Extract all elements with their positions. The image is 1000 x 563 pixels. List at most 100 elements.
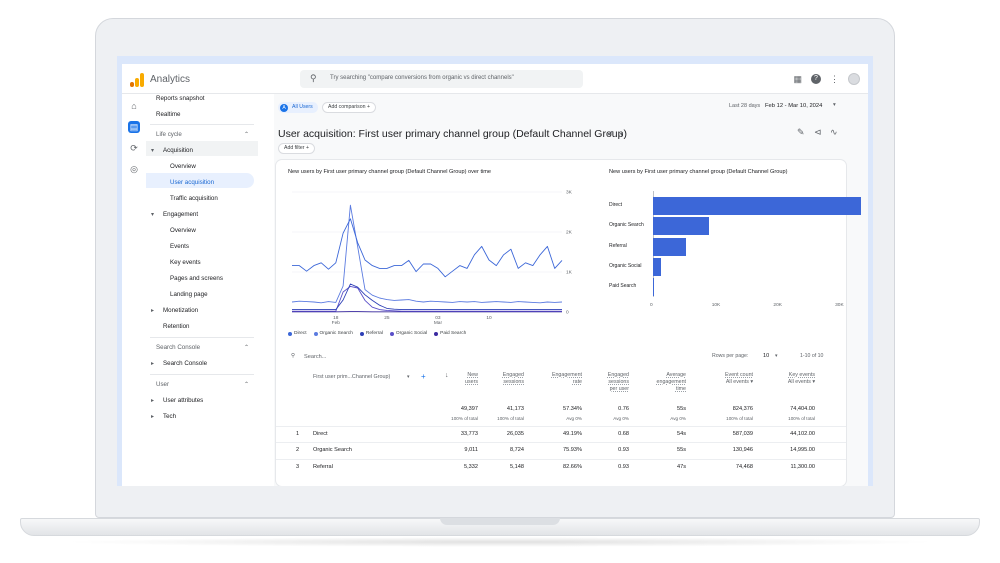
add-dimension-icon[interactable]: +	[421, 372, 426, 381]
edit-report-icon[interactable]: ✎	[797, 127, 805, 137]
rows-per-page-select[interactable]: 10	[763, 353, 770, 359]
column-header[interactable]: Average engagement time	[657, 372, 686, 393]
collapse-icon[interactable]: ⌃	[244, 382, 250, 388]
legend-swatch	[288, 331, 292, 336]
nav-search-console[interactable]: Search Console	[163, 360, 208, 367]
nav-landing-page[interactable]: Landing page	[170, 291, 208, 298]
select-dropdown-icon[interactable]: ▾	[775, 353, 778, 359]
column-header[interactable]: Engagement rate	[552, 372, 582, 386]
apps-grid-icon[interactable]: ▦	[793, 74, 802, 84]
table-row[interactable]	[276, 458, 846, 475]
series-line-referral[interactable]	[292, 283, 562, 311]
share-icon[interactable]: ⊲	[814, 127, 822, 137]
reports-icon[interactable]: ▤	[128, 121, 140, 133]
title-dropdown-icon[interactable]: ▾	[620, 132, 624, 138]
table-row[interactable]	[276, 442, 846, 458]
x-tick-label: 18	[333, 315, 339, 321]
segment-chip[interactable]: A All Users	[278, 102, 318, 113]
column-header[interactable]: Event count All events ▾	[725, 372, 753, 386]
sort-arrow-icon[interactable]: ↓	[445, 372, 449, 379]
help-icon[interactable]: ?	[811, 74, 821, 84]
search-placeholder: Try searching "compare conversions from …	[330, 75, 514, 81]
table-cell: 9,011	[464, 447, 478, 454]
nav-realtime[interactable]: Realtime	[156, 111, 181, 118]
table-cell: 82.66%	[563, 463, 582, 470]
date-range-label: Last 28 days	[729, 103, 761, 109]
legend-item[interactable]: Organic Search	[313, 331, 353, 336]
legend-item[interactable]: Organic Social	[389, 331, 428, 336]
nav-acquisition[interactable]: Acquisition	[163, 147, 193, 154]
nav-retention[interactable]: Retention	[163, 323, 190, 330]
nav-reports-snapshot[interactable]: Reports snapshot	[156, 95, 205, 102]
bar-category-label: Direct	[609, 202, 623, 208]
nav-section-user[interactable]: User	[156, 381, 170, 388]
advertising-icon[interactable]: ◎	[130, 164, 138, 174]
table-search-input[interactable]: Search...	[304, 354, 327, 360]
nav-user-attributes[interactable]: User attributes	[163, 397, 204, 404]
insights-icon[interactable]: ∿	[830, 127, 838, 137]
nav-section-search-console[interactable]: Search Console	[156, 344, 201, 351]
analytics-app: Analytics ⚲ Try searching "compare conve…	[122, 64, 868, 486]
legend-label: Organic Social	[395, 331, 428, 336]
bar[interactable]	[653, 257, 662, 276]
caret-down-icon: ▾	[151, 148, 155, 154]
search-bar[interactable]: ⚲ Try searching "compare conversions fro…	[300, 70, 583, 88]
column-header-line: engagement	[656, 379, 686, 385]
nav-acquisition-overview[interactable]: Overview	[170, 163, 196, 170]
add-comparison-button[interactable]: Add comparison +	[322, 102, 376, 113]
left-rail: ⌂ ▤ ⟳ ◎	[122, 94, 146, 486]
table-row[interactable]	[276, 426, 846, 442]
nav-user-acquisition[interactable]: User acquisition	[170, 179, 215, 186]
date-dropdown-icon[interactable]: ▾	[833, 102, 836, 108]
column-header[interactable]: Key events All events ▾	[788, 372, 815, 386]
more-vert-icon[interactable]: ⋮	[830, 74, 839, 84]
account-avatar[interactable]	[848, 73, 860, 85]
column-header[interactable]: Engaged sessions per user	[608, 372, 629, 393]
table-cell: 5,148	[510, 463, 524, 470]
nav-monetization[interactable]: Monetization	[163, 307, 199, 314]
series-line-direct[interactable]	[292, 218, 563, 278]
nav-events[interactable]: Events	[170, 243, 189, 250]
bar[interactable]	[653, 278, 655, 297]
dimension-selector[interactable]: First user prim...Channel Group)	[313, 374, 391, 380]
series-line-organic-search[interactable]	[291, 204, 563, 304]
series-line-organic-social[interactable]	[292, 285, 562, 312]
explore-icon[interactable]: ⟳	[130, 143, 138, 153]
add-filter-button[interactable]: Add filter +	[278, 143, 315, 154]
nav-section-life-cycle[interactable]: Life cycle	[156, 131, 182, 138]
column-total: 49,397	[460, 406, 478, 412]
table-cell: 54s	[676, 431, 686, 437]
column-header[interactable]: New users	[465, 372, 478, 386]
legend-item[interactable]: Paid Search	[434, 331, 466, 336]
column-header[interactable]: Engaged sessions	[503, 372, 524, 386]
collapse-icon[interactable]: ⌃	[244, 132, 250, 138]
legend-item[interactable]: Referral	[359, 331, 383, 336]
table-cell: 74,468	[735, 463, 753, 470]
bar[interactable]	[653, 217, 709, 236]
nav-engagement[interactable]: Engagement	[163, 211, 199, 218]
bar[interactable]	[653, 237, 686, 256]
table-cell: 8,724	[510, 447, 524, 454]
bar[interactable]	[653, 197, 862, 215]
collapse-icon[interactable]: ⌃	[244, 345, 250, 351]
nav-traffic-acquisition[interactable]: Traffic acquisition	[170, 195, 218, 202]
column-total: 57.34%	[563, 406, 582, 412]
legend-item[interactable]: Direct	[288, 331, 307, 336]
analytics-logo-icon[interactable]	[130, 73, 144, 87]
legend-swatch	[389, 331, 394, 336]
main-content: A All Users Add comparison + Last 28 day…	[274, 94, 868, 486]
laptop-notch	[440, 518, 560, 525]
nav-tech[interactable]: Tech	[163, 413, 177, 420]
nav-engagement-overview[interactable]: Overview	[170, 227, 196, 234]
column-total-sub: 100% of total	[497, 416, 524, 421]
nav-key-events[interactable]: Key events	[170, 259, 201, 266]
nav-divider	[150, 374, 254, 375]
row-dimension: Direct	[313, 431, 328, 437]
nav-pages-and-screens[interactable]: Pages and screens	[170, 275, 223, 282]
home-icon[interactable]: ⌂	[131, 101, 137, 111]
date-range-picker[interactable]: Feb 12 - Mar 10, 2024	[765, 103, 823, 109]
verified-icon[interactable]: ✔	[607, 129, 614, 138]
dimension-dropdown-icon[interactable]: ▾	[407, 374, 410, 380]
bar-category-label: Organic Social	[609, 262, 642, 269]
